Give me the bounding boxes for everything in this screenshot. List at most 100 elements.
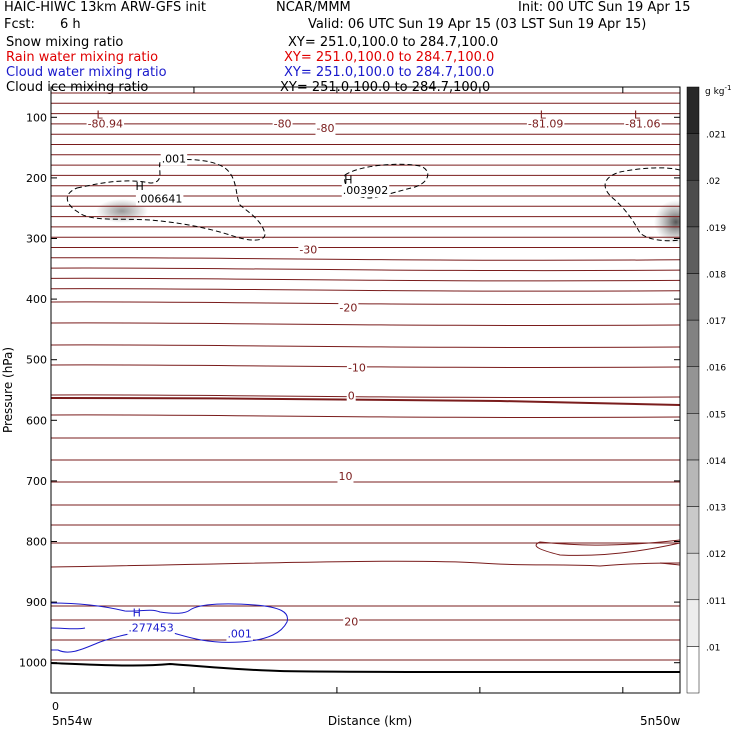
valid-time: Valid: 06 UTC Sun 19 Apr 15 (03 LST Sun … <box>308 17 647 32</box>
colorbar-level-label: .018 <box>706 270 726 280</box>
temperature-contour <box>51 414 680 418</box>
temperature-label: -30 <box>299 243 317 256</box>
temperature-label: -81.09 <box>528 117 563 130</box>
colorbar-level-label: .012 <box>706 550 726 560</box>
y-tick-label: 100 <box>26 111 47 124</box>
temperature-contour <box>51 560 680 568</box>
extremum-label: H <box>135 180 143 193</box>
temperature-label-bg <box>346 389 356 403</box>
colorbar-swatch <box>686 133 700 181</box>
colorbar-level-label: .015 <box>706 410 726 420</box>
colorbar-level-label: .011 <box>706 597 726 607</box>
temperature-label: -80 <box>274 117 292 130</box>
temperature-contour <box>51 301 680 305</box>
field-cloudwater-xy: XY= 251.0,100.0 to 284.7,100.0 <box>284 65 495 80</box>
colorbar-swatch <box>686 552 700 601</box>
temperature-label: 0 <box>348 389 355 402</box>
temperature-contour <box>51 364 680 368</box>
init-time: Init: 00 UTC Sun 19 Apr 15 <box>518 0 691 15</box>
colorbar-level-label: .01 <box>706 643 720 653</box>
field-snow-name: Snow mixing ratio <box>6 35 124 50</box>
extremum-label: L <box>97 108 104 121</box>
contour-labels: -80.94 -80 -80 -81.09 -81.06 -30 -20 -10 0 10 20 L L… <box>86 108 662 641</box>
temperature-label: 10 <box>338 470 352 483</box>
colorbar-level-label: .016 <box>706 364 726 374</box>
temperature-contour <box>659 562 680 566</box>
temperature-label-bg <box>298 243 319 257</box>
temperature-contour <box>51 288 680 292</box>
y-tick-label: 300 <box>26 233 47 246</box>
y-axis-label: Pressure (hPa) <box>1 347 15 433</box>
colorbar-level-label: .014 <box>706 457 726 467</box>
extremum-label: H <box>133 606 141 619</box>
temperature-contours <box>51 92 680 661</box>
cloud-water-label: .001 <box>227 628 252 641</box>
temperature-contour <box>51 394 680 398</box>
temperature-label-bg <box>346 361 367 375</box>
temperature-label: -81.06 <box>625 117 660 130</box>
extremum-label: H <box>344 174 352 187</box>
colorbar-swatch <box>686 366 700 414</box>
cloud-ice-contour <box>344 163 429 199</box>
x-axis-label: Distance (km) <box>328 714 412 728</box>
plot-frame <box>50 86 681 694</box>
colorbar-level-label: .021 <box>706 131 726 141</box>
cloud-ice-label-bg <box>341 184 390 198</box>
temperature-label: -10 <box>348 362 366 375</box>
temperature-label-bg <box>624 117 662 131</box>
temperature-label-bg <box>86 117 125 131</box>
temperature-label-bg <box>337 470 354 484</box>
cloud-ice-contour <box>604 167 680 242</box>
extremum-label: L <box>540 108 547 121</box>
y-tick-label: 400 <box>26 293 47 306</box>
cloud-water-label: .277453 <box>128 622 174 635</box>
colorbar-level-label: .017 <box>706 317 726 327</box>
field-cloudwater-name: Cloud water mixing ratio <box>6 65 167 80</box>
colorbar-swatch <box>686 413 700 461</box>
cloud-ice-label: .001 <box>162 153 187 166</box>
zero-degree-contour <box>51 397 680 406</box>
colorbar-swatch <box>686 319 700 367</box>
x-tick-label: 0 <box>52 700 59 713</box>
title-left: HAIC-HIWC 13km ARW-GFS init <box>4 0 206 15</box>
colorbar: .01 .011 .012 .013 .014 .015 .016 .017 .018 .019.… <box>686 86 726 694</box>
colorbar-swatch <box>686 86 700 134</box>
y-tick-label: 1000 <box>19 657 47 670</box>
y-tick-label: 200 <box>26 172 47 185</box>
colorbar-level-label: .02 <box>706 177 720 187</box>
cloud-ice-label-bg <box>160 152 188 166</box>
colorbar-swatch <box>686 273 700 321</box>
cloud-water-label-bg <box>127 621 175 635</box>
snow-shading-blob <box>654 200 680 244</box>
extremum-label: L <box>634 108 641 121</box>
temperature-contour <box>51 277 680 282</box>
temperature-label: -80 <box>316 122 334 135</box>
temperature-contour-wiggle <box>535 539 680 556</box>
x-end-location: 5n50w <box>640 714 681 728</box>
y-tick-label: 600 <box>26 414 47 427</box>
y-tick-label: 900 <box>26 596 47 609</box>
y-tick-label: 700 <box>26 475 47 488</box>
y-tick-label: 500 <box>26 354 47 367</box>
cloud-water-contour <box>51 627 86 630</box>
colorbar-swatch <box>686 179 700 228</box>
colorbar-swatch <box>686 459 700 507</box>
temperature-contour <box>51 322 680 326</box>
y-tick-label: 800 <box>26 536 47 549</box>
field-rain-xy: XY= 251.0,100.0 to 284.7,100.0 <box>284 50 495 65</box>
temperature-label-bg <box>343 615 360 629</box>
temperature-label-bg <box>526 117 565 131</box>
cloud-ice-label: .006641 <box>137 193 183 206</box>
temperature-label-bg <box>272 117 293 131</box>
temperature-label: 20 <box>344 615 358 628</box>
cloud-water-label-bg <box>226 627 253 641</box>
colorbar-swatch <box>686 646 700 694</box>
plot-area <box>51 92 680 674</box>
cloud-ice-label-bg <box>135 192 184 206</box>
colorbar-level-label: .019 <box>706 224 726 234</box>
colorbar-swatch <box>686 226 700 274</box>
temperature-label: -80.94 <box>88 117 123 130</box>
temperature-label-bg <box>338 301 359 315</box>
